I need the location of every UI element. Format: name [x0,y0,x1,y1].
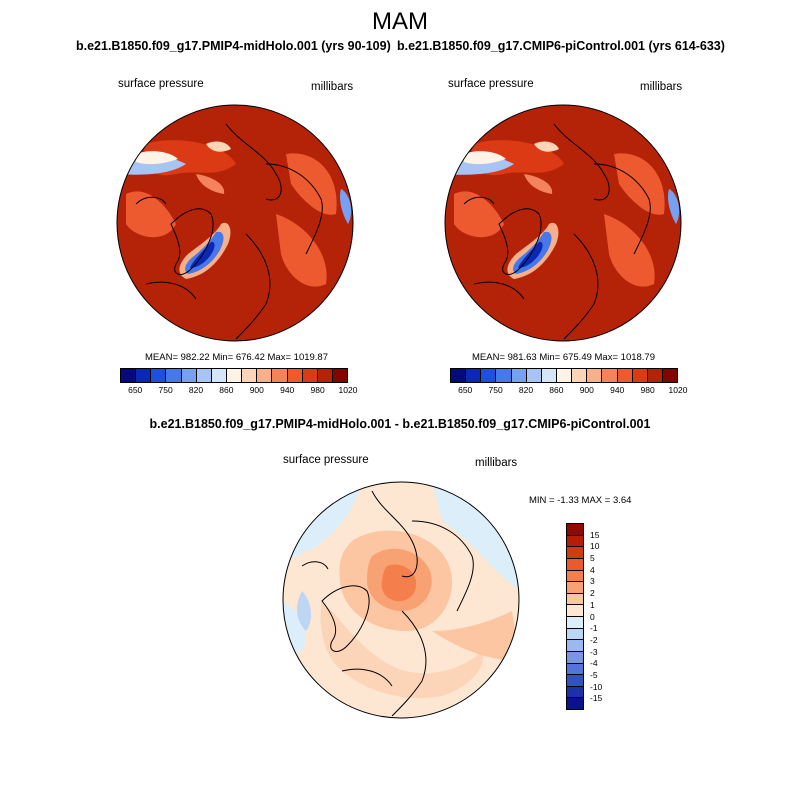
colorbar-box [647,369,663,382]
colorbar-box [567,698,583,709]
colorbar-box [257,369,273,382]
colorbar-box [181,369,197,382]
colorbar-box [541,369,557,382]
colorbar-tick-label: 2 [590,588,595,599]
colorbar-tick-label: -5 [590,669,598,680]
colorbar-tick-label: 980 [310,385,325,395]
colorbar-box [617,369,633,382]
colorbar-box [121,369,137,382]
colorbar-box [567,593,583,606]
colorbar-tick-label: 0 [590,611,595,622]
colorbar-box [567,558,583,571]
colorbar-box [166,369,182,382]
colorbar-tick-label: 940 [610,385,625,395]
panel-1-colorbar [120,368,348,383]
panel-1-colorbar-ticks: 650 750 820 860 900 940 980 1020 [120,385,357,397]
colorbar-tick-label: -1 [590,623,598,634]
colorbar-tick-label: 1020 [338,385,358,395]
colorbar-box [572,369,588,382]
panel-2-stats: MEAN= 981.63 Min= 675.49 Max= 1018.79 [472,352,655,363]
difference-map [282,481,520,719]
colorbar-tick-label: 4 [590,564,595,575]
colorbar-box [567,640,583,652]
panel-1-variable-label: surface pressure [118,78,204,90]
panel-2-units-label: millibars [640,81,683,93]
colorbar-tick-label: 900 [249,385,264,395]
colorbar-box [196,369,212,382]
colorbar-box [136,369,152,382]
colorbar-box [567,617,583,629]
colorbar-tick-label: 820 [518,385,534,395]
colorbar-box [567,547,583,559]
colorbar-box [511,369,527,382]
colorbar-tick-label: 650 [128,385,143,395]
colorbar-box [302,369,318,382]
colorbar-tick-label: -2 [590,634,598,645]
colorbar-tick-label: 750 [488,385,503,395]
colorbar-box [567,675,583,687]
colorbar-box [332,369,348,382]
colorbar-box [587,369,603,382]
colorbar-tick-label: 750 [158,385,173,395]
season-title: MAM [372,8,428,35]
panel-1-map [116,104,354,342]
colorbar-tick-label: 820 [188,385,204,395]
panel-1-stats: MEAN= 982.22 Min= 676.42 Max= 1019.87 [145,352,328,363]
colorbar-tick-label: 860 [219,385,234,395]
difference-units-label: millibars [475,457,518,469]
colorbar-box [496,369,512,382]
colorbar-tick-label: 10 [590,541,600,552]
colorbar-tick-label: 3 [590,576,595,587]
colorbar-tick-label: 15 [590,529,600,540]
colorbar-box [632,369,648,382]
colorbar-tick-label: 860 [549,385,564,395]
colorbar-tick-label: -10 [590,681,603,692]
panel-1-title: b.e21.B1850.f09_g17.PMIP4-midHolo.001 (y… [76,39,391,53]
colorbar-box [602,369,618,382]
colorbar-tick-label: 5 [590,553,595,564]
panel-1-units-label: millibars [311,81,354,93]
colorbar-box [242,369,258,382]
colorbar-tick-label: -4 [590,658,598,669]
panel-2-title: b.e21.B1850.f09_g17.CMIP6-piControl.001 … [397,39,725,53]
difference-variable-label: surface pressure [283,454,369,466]
colorbar-box [567,570,583,583]
difference-colorbar [566,523,584,710]
colorbar-box [317,369,333,382]
colorbar-box [451,369,467,382]
colorbar-tick-label: -15 [590,693,603,704]
colorbar-box [226,369,243,382]
colorbar-box [567,651,583,664]
colorbar-box [567,524,583,536]
colorbar-box [211,369,227,382]
colorbar-box [272,369,288,382]
panel-2-colorbar-ticks: 650 750 820 860 900 940 980 1020 [450,385,687,397]
colorbar-tick-label: -3 [590,646,598,657]
panel-2-colorbar [450,368,678,383]
colorbar-box [526,369,542,382]
colorbar-box [567,535,583,548]
colorbar-tick-label: 1 [590,599,595,610]
colorbar-tick-label: 980 [640,385,655,395]
colorbar-box [556,369,573,382]
panel-2-variable-label: surface pressure [448,78,534,90]
panel-2-map [444,104,682,342]
colorbar-tick-label: 940 [280,385,295,395]
colorbar-tick-label: 650 [458,385,473,395]
colorbar-box [662,369,678,382]
colorbar-box [481,369,497,382]
difference-stats: MIN = -1.33 MAX = 3.64 [529,495,632,506]
colorbar-box [567,605,583,617]
colorbar-box [287,369,303,382]
colorbar-box [567,686,583,699]
difference-title: b.e21.B1850.f09_g17.PMIP4-midHolo.001 - … [149,417,651,431]
colorbar-box [466,369,482,382]
colorbar-tick-label: 1020 [668,385,688,395]
colorbar-box [567,663,583,676]
colorbar-box [151,369,167,382]
colorbar-box [567,628,583,641]
colorbar-box [567,582,583,594]
colorbar-tick-label: 900 [579,385,594,395]
difference-colorbar-ticks: 15 10 5 4 3 2 1 0 -1 -2 -3 -4 -5 -10 -15 [590,523,620,710]
